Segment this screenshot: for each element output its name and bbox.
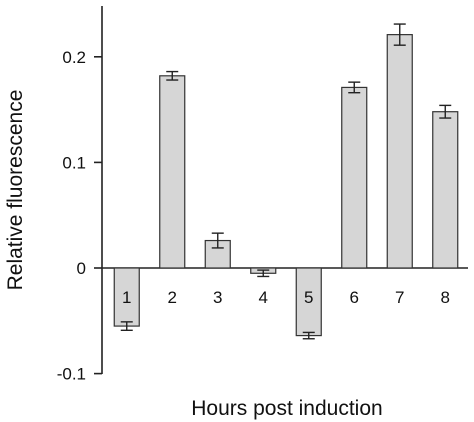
y-axis-title: Relative fluorescence [4, 90, 27, 291]
bars [113, 23, 459, 340]
bar [432, 111, 459, 269]
category-label: 1 [122, 288, 131, 307]
bar [341, 86, 368, 269]
category-label: 3 [213, 288, 222, 307]
bar [295, 267, 322, 337]
bar [159, 75, 186, 269]
category-label: 8 [441, 288, 450, 307]
y-tick-label: 0.2 [62, 48, 86, 67]
category-label: 5 [304, 288, 313, 307]
category-label: 6 [350, 288, 359, 307]
category-label: 7 [395, 288, 404, 307]
category-label: 4 [259, 288, 268, 307]
category-label: 2 [168, 288, 177, 307]
x-axis-title: Hours post induction [191, 397, 382, 420]
y-tick-label: 0 [77, 259, 86, 278]
y-tick-label: 0.1 [62, 153, 86, 172]
bar [386, 34, 413, 269]
y-tick-label: -0.1 [57, 365, 86, 384]
labels: -0.1 0 0.1 0.2 1 2 3 4 5 6 7 8 [57, 48, 450, 384]
